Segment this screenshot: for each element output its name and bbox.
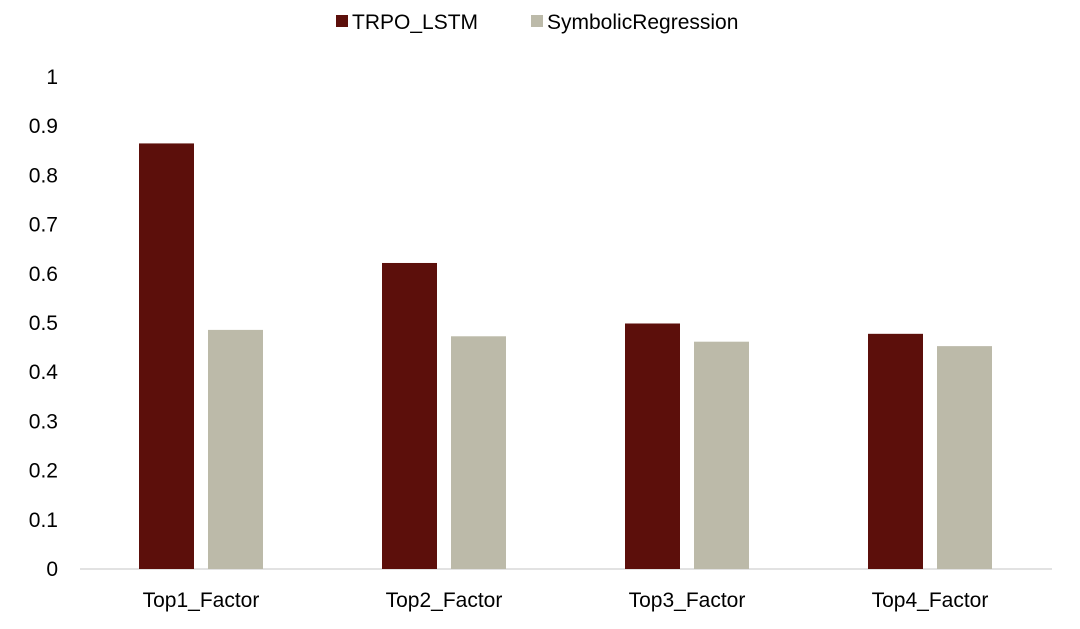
y-tick-label: 1 (46, 66, 58, 89)
bar-TRPO_LSTM-Top1_Factor (139, 143, 194, 570)
x-tick-label: Top3_Factor (629, 589, 746, 612)
y-axis: 0 0.1 0.2 0.3 0.4 0.5 0.6 0.7 0.8 0.9 1 (29, 66, 59, 581)
bar-SymbolicRegression-Top1_Factor (208, 329, 263, 569)
bar-TRPO_LSTM-Top2_Factor (382, 262, 437, 569)
y-tick-label: 0.9 (29, 115, 58, 138)
legend-swatch-SymbolicRegression (531, 15, 543, 27)
bar-SymbolicRegression-Top4_Factor (937, 346, 992, 569)
bar-SymbolicRegression-Top2_Factor (451, 336, 506, 569)
x-axis: Top1_Factor Top2_Factor Top3_Factor Top4_Fa… (80, 568, 1052, 612)
legend: TRPO_LSTM SymbolicRegression (336, 11, 738, 34)
y-tick-label: 0.5 (29, 312, 58, 335)
y-tick-label: 0.4 (29, 361, 59, 384)
y-tick-label: 0.6 (29, 263, 58, 286)
legend-label-SymbolicRegression: SymbolicRegression (547, 11, 738, 34)
bars (139, 143, 992, 570)
x-tick-label: Top2_Factor (386, 589, 503, 612)
bar-TRPO_LSTM-Top3_Factor (625, 323, 680, 569)
legend-swatch-TRPO_LSTM (336, 15, 348, 27)
bar-TRPO_LSTM-Top4_Factor (868, 333, 923, 569)
y-tick-label: 0.3 (29, 410, 58, 433)
y-tick-label: 0 (46, 558, 58, 581)
x-tick-label: Top1_Factor (143, 589, 260, 612)
y-tick-label: 0.1 (29, 509, 58, 532)
y-tick-label: 0.2 (29, 460, 58, 483)
y-tick-label: 0.8 (29, 164, 58, 187)
y-tick-label: 0.7 (29, 214, 58, 237)
legend-label-TRPO_LSTM: TRPO_LSTM (352, 11, 478, 34)
x-tick-label: Top4_Factor (872, 589, 989, 612)
bar-SymbolicRegression-Top3_Factor (694, 341, 749, 569)
